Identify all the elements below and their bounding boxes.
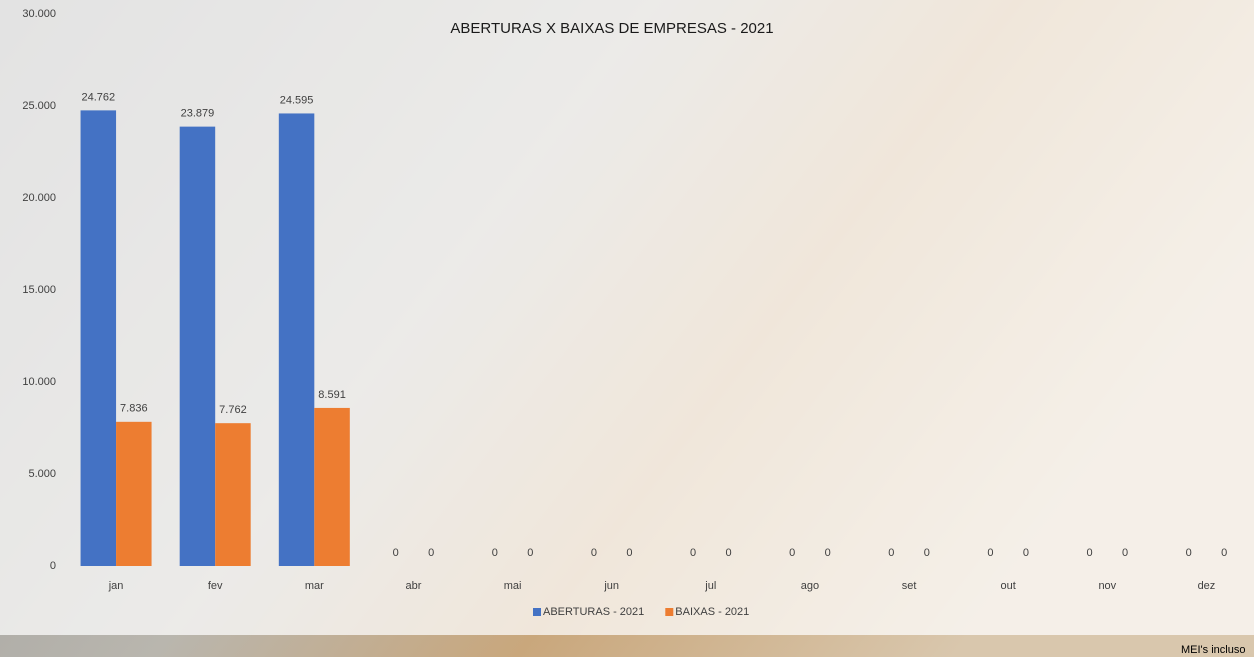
value-label: 0 — [492, 547, 498, 559]
bar — [279, 113, 315, 566]
x-tick-label: set — [902, 580, 917, 592]
y-tick-label: 15.000 — [22, 284, 56, 296]
value-label: 7.762 — [219, 404, 247, 416]
x-tick-label: fev — [208, 580, 223, 592]
x-tick-label: mai — [504, 580, 522, 592]
value-label: 0 — [888, 547, 894, 559]
y-tick-label: 5.000 — [28, 468, 56, 480]
legend-label: BAIXAS - 2021 — [675, 606, 749, 618]
footnote: MEI's incluso — [1181, 644, 1245, 656]
value-label: 0 — [591, 547, 597, 559]
bar — [116, 422, 152, 566]
x-tick-label: ago — [801, 580, 819, 592]
value-label: 0 — [1186, 547, 1192, 559]
x-tick-label: mar — [305, 580, 324, 592]
value-label: 0 — [1221, 547, 1227, 559]
value-label: 0 — [393, 547, 399, 559]
bar — [180, 127, 216, 566]
x-tick-label: nov — [1098, 580, 1116, 592]
y-tick-label: 20.000 — [22, 192, 56, 204]
bar — [314, 408, 350, 566]
value-label: 0 — [626, 547, 632, 559]
value-label: 23.879 — [181, 108, 215, 120]
value-label: 0 — [1023, 547, 1029, 559]
legend-swatch — [533, 608, 541, 616]
value-label: 0 — [1122, 547, 1128, 559]
bar — [81, 110, 117, 566]
value-label: 0 — [726, 547, 732, 559]
y-tick-label: 10.000 — [22, 376, 56, 388]
value-label: 7.836 — [120, 403, 148, 415]
chart-title: ABERTURAS X BAIXAS DE EMPRESAS - 2021 — [450, 20, 773, 37]
value-label: 0 — [789, 547, 795, 559]
legend-label: ABERTURAS - 2021 — [543, 606, 644, 618]
value-label: 24.595 — [280, 94, 314, 106]
x-tick-label: dez — [1198, 580, 1216, 592]
value-label: 0 — [428, 547, 434, 559]
y-tick-label: 0 — [50, 560, 56, 572]
value-label: 24.762 — [81, 91, 115, 103]
value-label: 8.591 — [318, 389, 346, 401]
y-tick-label: 30.000 — [22, 8, 56, 20]
bar — [215, 423, 251, 566]
x-tick-label: jul — [704, 580, 716, 592]
value-label: 0 — [1087, 547, 1093, 559]
value-label: 0 — [825, 547, 831, 559]
x-tick-label: abr — [405, 580, 421, 592]
value-label: 0 — [527, 547, 533, 559]
value-label: 0 — [924, 547, 930, 559]
legend-swatch — [665, 608, 673, 616]
y-tick-label: 25.000 — [22, 100, 56, 112]
x-tick-label: jun — [603, 580, 619, 592]
x-tick-label: out — [1001, 580, 1016, 592]
value-label: 0 — [987, 547, 993, 559]
x-tick-label: jan — [108, 580, 124, 592]
value-label: 0 — [690, 547, 696, 559]
chart: ABERTURAS X BAIXAS DE EMPRESAS - 2021 ME… — [0, 0, 1254, 657]
